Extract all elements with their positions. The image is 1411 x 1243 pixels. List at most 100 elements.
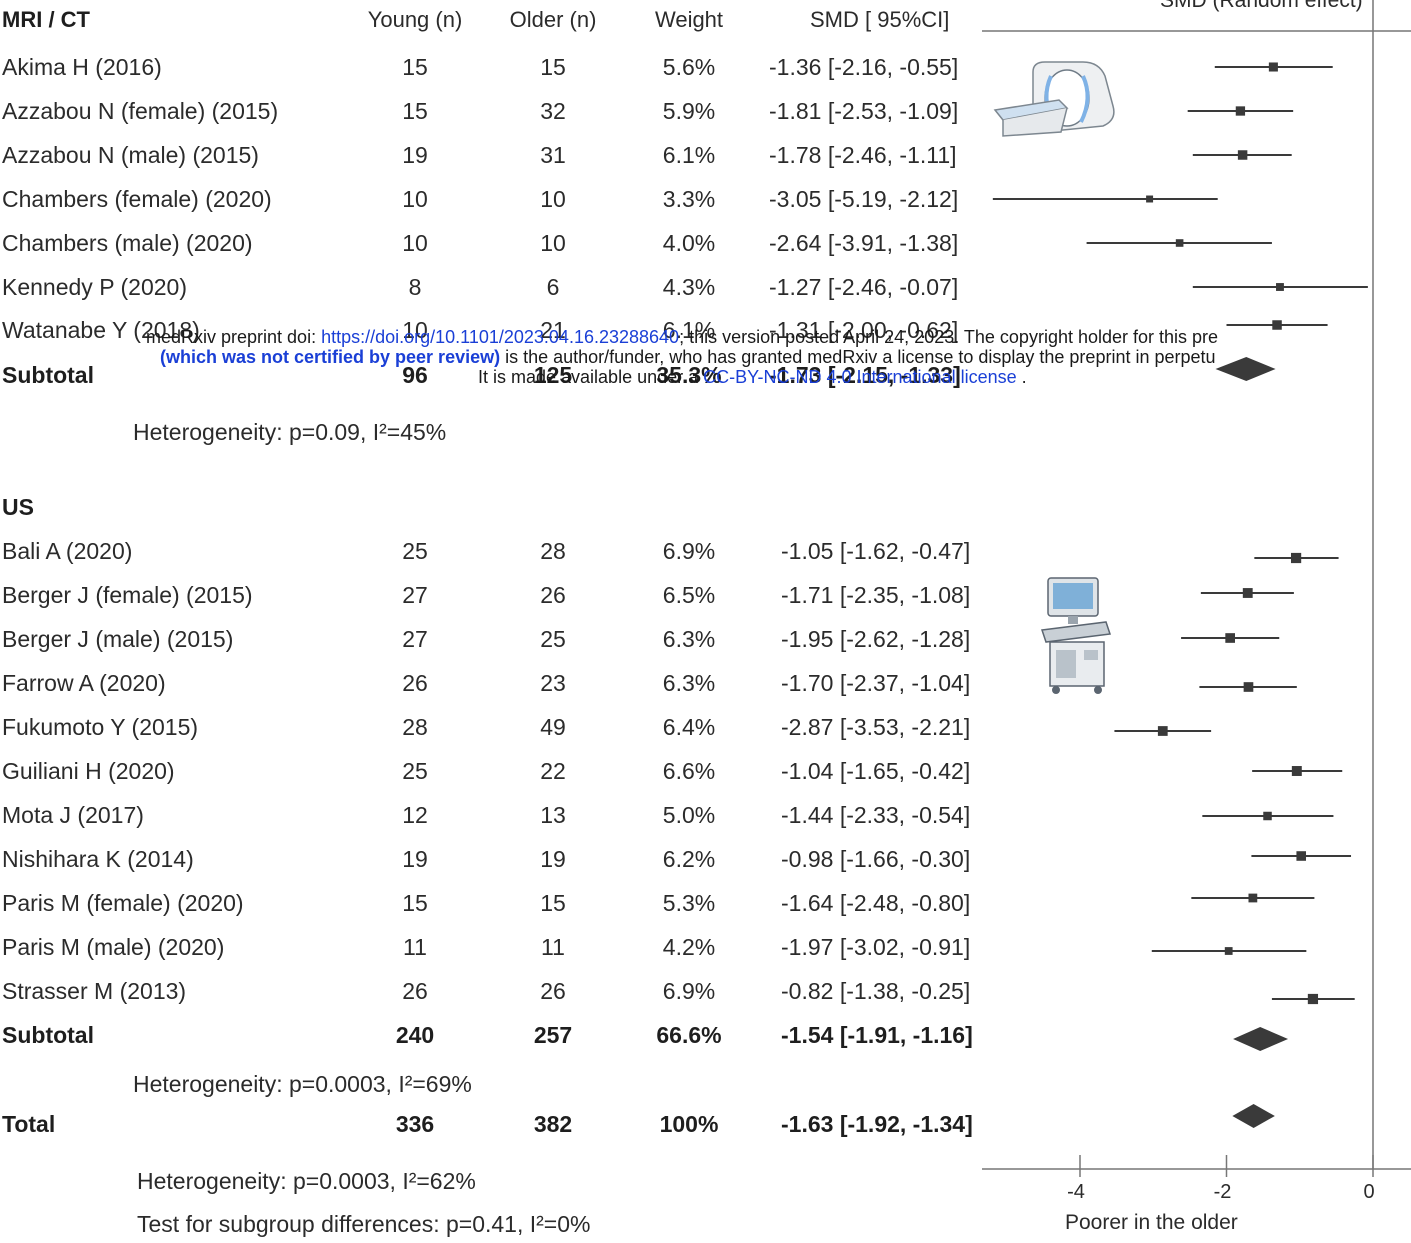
- older-n: 257: [533, 1022, 573, 1048]
- study-name: Farrow A (2020): [2, 670, 166, 696]
- young-n: 11: [403, 934, 427, 960]
- point-estimate: [1243, 682, 1254, 692]
- table-row: Berger J (male) (2015) 27 25 6.3% -1.95 …: [0, 621, 1000, 657]
- young-n: 26: [402, 978, 428, 1004]
- older-n: 28: [540, 538, 566, 564]
- young-n: 27: [402, 626, 428, 652]
- table-row: Strasser M (2013) 26 26 6.9% -0.82 [-1.3…: [0, 973, 1000, 1009]
- young-n: 25: [402, 538, 428, 564]
- study-name: Chambers (female) (2020): [2, 186, 272, 212]
- table-row: Chambers (male) (2020) 10 10 4.0% -2.64 …: [0, 225, 1000, 261]
- weight: 6.9%: [662, 538, 716, 564]
- young-col-header: Young (n): [367, 7, 463, 32]
- weight: 6.1%: [662, 317, 716, 343]
- smd-ci: -1.04 [-1.65, -0.42]: [781, 758, 971, 784]
- smd-ci: -1.70 [-2.37, -1.04]: [781, 670, 971, 696]
- smd-ci: -1.71 [-2.35, -1.08]: [781, 582, 971, 608]
- weight: 6.1%: [662, 142, 716, 168]
- x-axis-label: Poorer in the older: [1065, 1211, 1238, 1234]
- subtotal-row-us: Subtotal 240 257 66.6% -1.54 [-1.91, -1.…: [0, 1017, 1000, 1053]
- subtotal-label: Subtotal: [2, 362, 94, 388]
- ultrasound-machine-icon: [1040, 577, 1112, 694]
- older-n: 23: [540, 670, 566, 696]
- older-n: 15: [540, 54, 566, 80]
- young-n: 27: [402, 582, 428, 608]
- older-n: 26: [540, 978, 566, 1004]
- table-row: Fukumoto Y (2015) 28 49 6.4% -2.87 [-3.5…: [0, 709, 1000, 745]
- weight: 4.0%: [662, 230, 716, 256]
- older-n: 25: [540, 626, 566, 652]
- table-row: Watanabe Y (2018) 10 21 6.1% -1.31 [-2.0…: [0, 312, 1000, 348]
- mri-scanner-icon: [993, 61, 1115, 137]
- smd-ci: -1.54 [-1.91, -1.16]: [781, 1022, 973, 1048]
- older-n: 11: [541, 934, 565, 960]
- older-n: 13: [540, 802, 566, 828]
- weight: 100%: [659, 1111, 719, 1137]
- young-n: 10: [402, 230, 428, 256]
- study-name: Mota J (2017): [2, 802, 144, 828]
- weight: 6.3%: [662, 670, 716, 696]
- forest-table: MRI / CT Young (n) Older (n) Weight SMD …: [0, 7, 1000, 1237]
- point-estimate: [1175, 239, 1184, 247]
- older-n: 125: [533, 362, 573, 388]
- older-n: 22: [540, 758, 566, 784]
- older-n: 21: [540, 317, 566, 343]
- smd-ci: -1.44 [-2.33, -0.54]: [781, 802, 971, 828]
- young-n: 26: [402, 670, 428, 696]
- table-row: Berger J (female) (2015) 27 26 6.5% -1.7…: [0, 577, 1000, 613]
- x-tick-label: -2: [1213, 1181, 1232, 1203]
- x-tick-label: -4: [1067, 1181, 1085, 1203]
- weight: 5.3%: [662, 890, 716, 916]
- young-n: 19: [402, 846, 428, 872]
- plot-frame: [982, 0, 1411, 1177]
- young-n: 15: [402, 54, 428, 80]
- subgroup-test: Test for subgroup differences: p=0.41, I…: [137, 1211, 591, 1237]
- smd-ci: -1.78 [-2.46, -1.11]: [769, 142, 957, 168]
- table-row: Nishihara K (2014) 19 19 6.2% -0.98 [-1.…: [0, 841, 1000, 877]
- point-estimate: [1272, 320, 1282, 330]
- point-estimate: [1237, 150, 1248, 160]
- young-n: 336: [395, 1111, 435, 1137]
- study-name: Bali A (2020): [2, 538, 133, 564]
- point-estimate: [1263, 811, 1272, 821]
- smd-ci: -0.82 [-1.38, -0.25]: [781, 978, 971, 1004]
- study-name: Akima H (2016): [2, 54, 162, 80]
- weight-col-header: Weight: [654, 7, 724, 32]
- weight: 6.5%: [662, 582, 716, 608]
- table-row: Chambers (female) (2020) 10 10 3.3% -3.0…: [0, 181, 1000, 217]
- table-row: Azzabou N (female) (2015) 15 32 5.9% -1.…: [0, 93, 1000, 129]
- study-name: Azzabou N (male) (2015): [2, 142, 259, 168]
- weight: 6.2%: [662, 846, 716, 872]
- older-n: 382: [533, 1111, 573, 1137]
- smd-ci: -1.31 [-2.00, -0.62]: [769, 317, 959, 343]
- young-n: 96: [402, 362, 428, 388]
- point-estimate: [1146, 195, 1154, 203]
- table-row: Bali A (2020) 25 28 6.9% -1.05 [-1.62, -…: [0, 533, 1000, 569]
- smd-col-header: SMD [ 95%CI]: [810, 7, 950, 32]
- older-n: 49: [540, 714, 566, 740]
- plot-title: SMD (Random effect): [1160, 0, 1363, 12]
- point-estimate: [1157, 726, 1168, 736]
- smd-ci: -1.81 [-2.53, -1.09]: [769, 98, 959, 124]
- weight: 5.6%: [662, 54, 716, 80]
- point-estimate: [1290, 552, 1302, 564]
- weight: 6.4%: [662, 714, 716, 740]
- older-n: 31: [540, 142, 566, 168]
- older-col-header: Older (n): [509, 7, 597, 32]
- weight: 6.6%: [662, 758, 716, 784]
- weight: 5.0%: [662, 802, 716, 828]
- group-heading-us: US: [0, 489, 1000, 525]
- older-n: 26: [540, 582, 566, 608]
- weight: 5.9%: [662, 98, 716, 124]
- point-estimate: [1291, 766, 1302, 776]
- young-n: 28: [402, 714, 428, 740]
- study-name: Azzabou N (female) (2015): [2, 98, 279, 124]
- summary-diamond: [1215, 357, 1276, 381]
- study-name: Berger J (female) (2015): [2, 582, 253, 608]
- smd-ci: -1.95 [-2.62, -1.28]: [781, 626, 971, 652]
- subtotal-label: Subtotal: [2, 1022, 94, 1048]
- study-name: Watanabe Y (2018): [2, 317, 200, 343]
- study-name: Guiliani H (2020): [2, 758, 175, 784]
- smd-ci: -1.73 [-2.15, -1.33]: [769, 362, 961, 388]
